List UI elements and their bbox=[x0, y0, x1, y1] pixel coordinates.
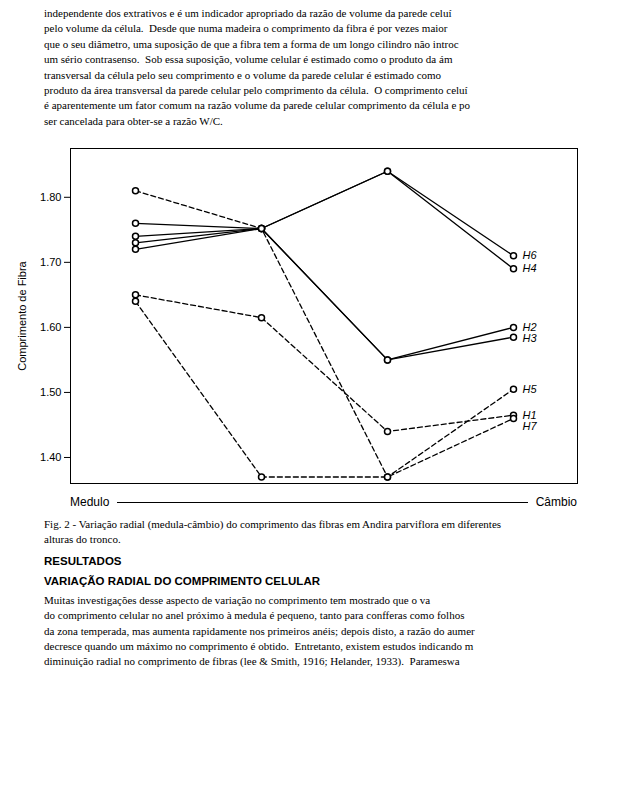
svg-text:H6: H6 bbox=[523, 249, 538, 261]
html-text:VARIAÇÃO RADIAL DO COMPRIMENTO: VARIAÇÃO RADIAL DO COMPRIMENTO CELULAR bbox=[44, 574, 320, 587]
html-text:Fig. 2 - Variação radial (medu: Fig. 2 - Variação radial (medula-câmbio)… bbox=[44, 518, 502, 545]
svg-text:1.60: 1.60 bbox=[40, 321, 61, 333]
svg-text:1.70: 1.70 bbox=[40, 256, 61, 268]
html-text:Muitas investigações desse asp: Muitas investigações desse aspecto de va… bbox=[44, 593, 475, 668]
svg-text:1.50: 1.50 bbox=[40, 386, 61, 398]
svg-text:1.40: 1.40 bbox=[40, 451, 61, 463]
svg-text:H7: H7 bbox=[523, 420, 538, 432]
html-text:independente dos extrativos e: independente dos extrativos e é um indic… bbox=[44, 7, 471, 127]
svg-text:1.80: 1.80 bbox=[40, 191, 61, 203]
svg-text:H3: H3 bbox=[523, 332, 538, 344]
html-text:Medulo: Medulo bbox=[70, 495, 110, 510]
svg-text:H2: H2 bbox=[522, 321, 537, 333]
svg-text:H5: H5 bbox=[523, 383, 538, 395]
html-text:Câmbio: Câmbio bbox=[535, 495, 577, 510]
svg-text:Comprimento de Fibra: Comprimento de Fibra bbox=[16, 261, 28, 371]
svg-text:H1: H1 bbox=[522, 408, 537, 421]
html-text:RESULTADOS: RESULTADOS bbox=[44, 554, 122, 567]
svg-text:H4: H4 bbox=[523, 262, 537, 274]
